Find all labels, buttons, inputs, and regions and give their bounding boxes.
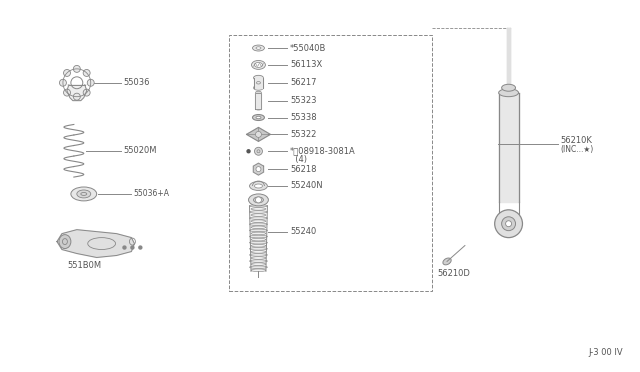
Ellipse shape	[250, 211, 268, 213]
Ellipse shape	[255, 91, 262, 94]
Ellipse shape	[250, 254, 268, 256]
Ellipse shape	[443, 258, 451, 265]
Circle shape	[256, 167, 261, 171]
Text: 56218: 56218	[290, 165, 317, 174]
Ellipse shape	[255, 184, 262, 188]
Circle shape	[495, 210, 522, 238]
Ellipse shape	[252, 60, 266, 69]
Ellipse shape	[250, 266, 268, 269]
Ellipse shape	[256, 116, 261, 119]
Ellipse shape	[250, 182, 268, 190]
Circle shape	[255, 147, 262, 155]
Polygon shape	[253, 163, 264, 175]
Ellipse shape	[253, 76, 264, 80]
Polygon shape	[253, 78, 264, 88]
Circle shape	[255, 131, 262, 137]
Ellipse shape	[250, 260, 268, 262]
Circle shape	[255, 197, 262, 203]
Text: 55036+A: 55036+A	[133, 189, 170, 198]
Ellipse shape	[77, 190, 91, 198]
Ellipse shape	[499, 89, 518, 97]
Text: (INC...★): (INC...★)	[560, 145, 593, 154]
Ellipse shape	[251, 208, 266, 210]
Circle shape	[131, 246, 134, 249]
Text: (4): (4)	[290, 155, 307, 164]
Text: 55240: 55240	[290, 227, 316, 236]
Ellipse shape	[251, 251, 266, 253]
Ellipse shape	[250, 217, 268, 219]
Circle shape	[87, 79, 94, 86]
Text: *55040B: *55040B	[290, 44, 326, 52]
Circle shape	[247, 150, 250, 153]
Ellipse shape	[59, 235, 71, 248]
Ellipse shape	[251, 263, 266, 266]
Polygon shape	[57, 230, 134, 257]
Text: 56210D: 56210D	[437, 269, 470, 278]
Ellipse shape	[253, 197, 264, 203]
Ellipse shape	[253, 115, 264, 121]
Ellipse shape	[502, 84, 516, 91]
Ellipse shape	[251, 238, 266, 241]
Ellipse shape	[250, 241, 268, 244]
Ellipse shape	[251, 220, 266, 222]
Text: J-3 00 IV: J-3 00 IV	[588, 348, 623, 357]
Polygon shape	[67, 85, 87, 101]
Circle shape	[83, 89, 90, 96]
Text: 55036: 55036	[124, 78, 150, 87]
Text: 55323: 55323	[290, 96, 317, 105]
Polygon shape	[507, 28, 510, 88]
Ellipse shape	[253, 45, 264, 51]
Ellipse shape	[255, 107, 262, 110]
Circle shape	[139, 246, 142, 249]
Circle shape	[502, 217, 516, 231]
Text: 55020M: 55020M	[124, 146, 157, 155]
Circle shape	[74, 65, 80, 73]
Ellipse shape	[251, 226, 266, 229]
Ellipse shape	[253, 85, 264, 90]
Circle shape	[60, 79, 67, 86]
Ellipse shape	[256, 47, 261, 49]
Text: 551B0M: 551B0M	[67, 261, 101, 270]
Circle shape	[123, 246, 126, 249]
Text: 56217: 56217	[290, 78, 317, 87]
Circle shape	[506, 221, 511, 227]
Ellipse shape	[251, 257, 266, 259]
Circle shape	[74, 93, 80, 100]
Ellipse shape	[248, 194, 268, 206]
Ellipse shape	[251, 232, 266, 235]
Ellipse shape	[71, 187, 97, 201]
Ellipse shape	[250, 235, 268, 238]
Ellipse shape	[250, 223, 268, 225]
Text: *ⓝ08918-3081A: *ⓝ08918-3081A	[290, 147, 356, 156]
Text: 56210K: 56210K	[560, 136, 592, 145]
Circle shape	[63, 70, 70, 76]
Polygon shape	[255, 93, 262, 109]
Text: 55240N: 55240N	[290, 182, 323, 190]
Text: 55338: 55338	[290, 113, 317, 122]
Circle shape	[63, 89, 70, 96]
Text: 56113X: 56113X	[290, 60, 323, 70]
Bar	[228, 35, 432, 291]
Polygon shape	[246, 128, 270, 141]
Ellipse shape	[251, 214, 266, 217]
Ellipse shape	[250, 229, 268, 232]
Text: 55322: 55322	[290, 130, 317, 139]
Ellipse shape	[251, 269, 266, 272]
Ellipse shape	[250, 205, 268, 207]
Polygon shape	[499, 93, 518, 202]
Ellipse shape	[251, 244, 266, 247]
Ellipse shape	[255, 62, 262, 67]
Circle shape	[83, 70, 90, 76]
Ellipse shape	[250, 247, 268, 250]
